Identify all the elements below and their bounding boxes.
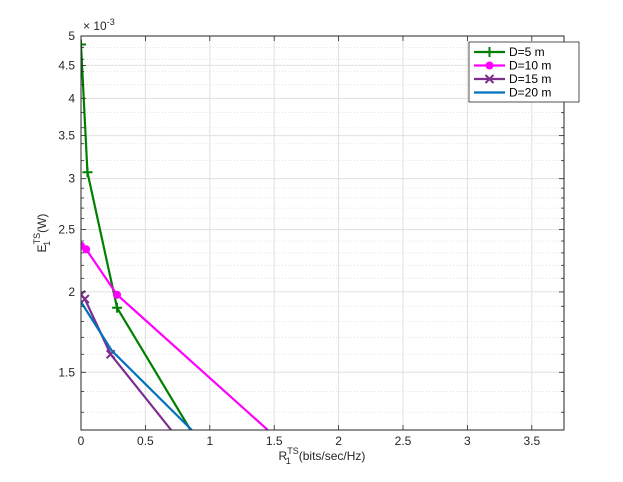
y-exponent-base: × 10 [83, 19, 107, 33]
x-tick-label: 2 [335, 434, 342, 448]
y-axis-label: ETS1 (W) [32, 214, 52, 253]
series-4 [81, 301, 193, 430]
y-tick-label: 5 [68, 29, 75, 43]
legend-label: D=5 m [509, 45, 545, 59]
legend: D=5 mD=10 mD=15 mD=20 m [468, 41, 580, 103]
series-point-2 [113, 290, 122, 299]
y-tick-label: 1.5 [58, 365, 75, 379]
series-line-1 [81, 44, 192, 430]
y-tick-label: 3.5 [58, 129, 75, 143]
legend-entry-2: D=10 m [474, 59, 551, 73]
x-axis-label-sup: TS [287, 446, 299, 456]
axes-box [80, 35, 565, 431]
y-tick-label: 3 [68, 172, 75, 186]
y-tick-label: 2 [68, 285, 75, 299]
series-layer [81, 39, 269, 430]
legend-label: D=20 m [509, 86, 551, 100]
series-1 [81, 39, 192, 430]
legend-marker [485, 61, 494, 70]
x-axis-label-rest: (bits/sec/Hz) [299, 449, 366, 463]
x-tick-label: 2.5 [395, 434, 412, 448]
series-2 [81, 241, 269, 430]
series-point-2 [82, 245, 91, 254]
y-tick-label: 2.5 [58, 223, 75, 237]
x-axis-label: RTS 1 (bits/sec/Hz) [279, 446, 366, 466]
tick-labels: 0 0.5 1 1.5 2 2.5 3 3.5 1.5 2 2.5 3 3.5 4 4.5 5 [58, 29, 540, 448]
legend-label: D=10 m [509, 59, 551, 73]
legend-entry-4: D=20 m [474, 86, 551, 100]
legend-entries: D=5 mD=10 mD=15 mD=20 m [474, 45, 551, 100]
x-tick-label: 0.5 [137, 434, 154, 448]
x-tick-label: 3.5 [523, 434, 540, 448]
x-tick-label: 1.5 [266, 434, 283, 448]
y-axis-label-base: E [35, 244, 49, 252]
y-exponent-power: -3 [107, 17, 115, 27]
legend-entry-3: D=15 m [474, 72, 551, 86]
y-axis-label-sup: TS [32, 233, 42, 245]
x-axis-label-base: R [279, 449, 288, 463]
series-line-4 [81, 301, 193, 430]
legend-entry-1: D=5 m [474, 45, 545, 59]
legend-label: D=15 m [509, 72, 551, 86]
y-tick-label: 4.5 [58, 58, 75, 72]
x-axis-label-sub: 1 [286, 456, 291, 466]
y-axis-label-sub: 1 [42, 241, 52, 246]
y-axis-label-rest: (W) [35, 214, 49, 233]
series-point-3-b [81, 294, 90, 304]
y-exponent-label: × 10-3 [83, 17, 115, 33]
legend-marker-b [484, 74, 495, 84]
tick-marks [80, 35, 564, 430]
x-tick-label: 3 [464, 434, 471, 448]
x-tick-label: 1 [206, 434, 213, 448]
x-tick-label: 0 [78, 434, 85, 448]
y-tick-label: 4 [68, 91, 75, 105]
